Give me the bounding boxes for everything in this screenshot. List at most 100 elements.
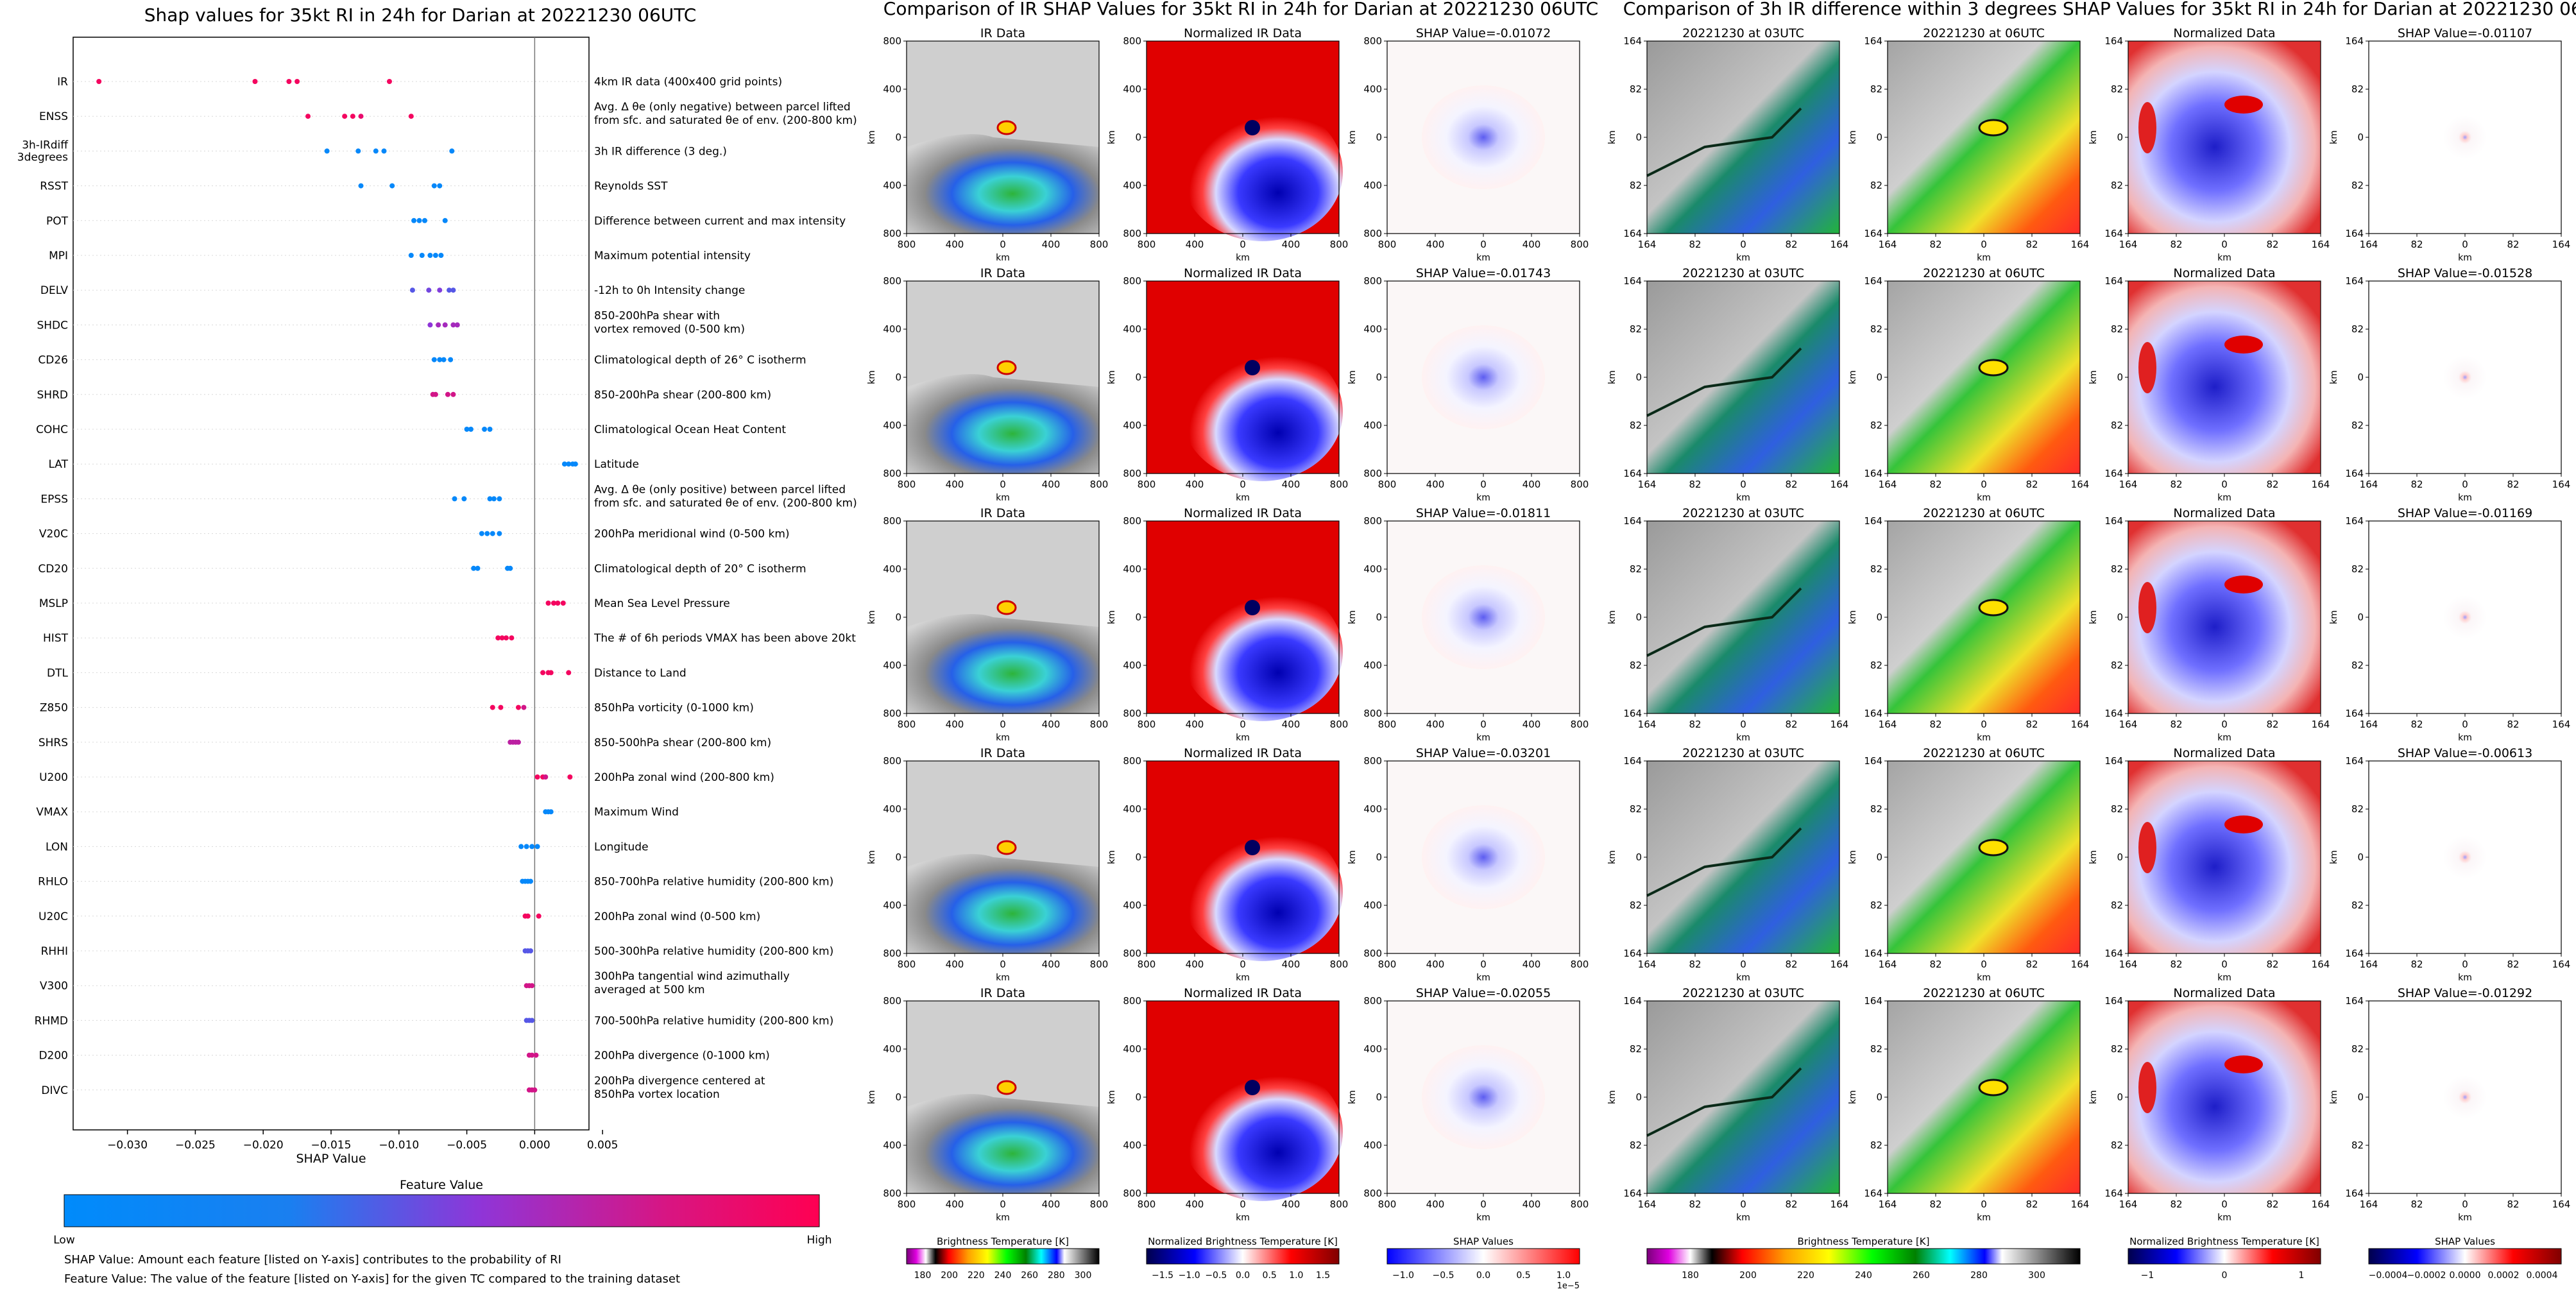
shap-point [515,704,521,710]
feature-name: U200 [39,771,68,784]
shap-point [525,913,531,919]
x-tick-label: 400 [946,719,964,730]
diff-colorbar: Normalized Brightness Temperature [K] −1 0… [2128,1236,2321,1281]
shap-point [524,844,529,849]
note-shap-value: SHAP Value: Amount each feature [listed … [64,1253,561,1267]
shap-point [497,531,502,536]
x-tick-label: 164 [2360,959,2378,970]
diff-normalized-image [2128,41,2321,234]
diff-subplot: Normalized Data1641648282008282164164kmk… [2088,986,2330,1223]
shap-point [567,774,573,780]
shap-point [442,218,448,223]
subplot-title: 20221230 at 03UTC [1682,26,1804,40]
colorbar-tick-label: 280 [1970,1270,1988,1281]
shap-point [437,357,443,363]
subplot-title: 20221230 at 03UTC [1682,986,1804,1000]
feature-description: Longitude [594,841,649,853]
x-tick-label: 0 [2462,479,2468,490]
shap-blob [1422,325,1545,429]
subplot-title: IR Data [980,506,1025,520]
diff-image-06utc [1888,521,2080,713]
diff-subplot: Normalized Data1641648282008282164164kmk… [2088,266,2330,503]
diff-subplot: 20221230 at 06UTC1641648282008282164164k… [1848,26,2089,263]
subplot-title: 20221230 at 03UTC [1682,746,1804,760]
feature-row: POT Difference between current and max in… [46,215,846,228]
feature-description: 300hPa tangential wind azimuthally [594,970,790,983]
feature-description: Climatological depth of 20° C isotherm [594,563,806,576]
diff-core [1978,839,2009,857]
y-tick-label: 82 [2351,323,2364,335]
shap-point [449,148,455,154]
shap-point [432,253,438,258]
x-tick-label: 0 [1240,719,1246,730]
y-tick-label: 800 [1363,228,1382,239]
x-tick-label: 400 [1282,959,1301,970]
shap-point [490,531,495,536]
feature-description: 3h IR difference (3 deg.) [594,145,727,158]
diff-subplot: 20221230 at 03UTC1641648282008282164164k… [1607,26,1848,263]
cloud-edge-line [1646,107,1802,177]
diff-colorbar: Brightness Temperature [K] 180 200 220 240 26… [1646,1236,2081,1281]
y-axis-label: km [1607,370,1617,384]
x-tick-label: 82 [1929,1199,1941,1210]
feature-name: Z850 [40,702,68,715]
y-tick-label: 800 [1363,275,1382,287]
diff-subplot: SHAP Value=-0.01169164164828200828216416… [2329,506,2570,743]
feature-description: 850-200hPa shear with [594,309,720,322]
shap-point [252,79,258,84]
y-tick-label: 800 [883,1188,901,1199]
feature-description: 4km IR data (400x400 grid points) [594,76,782,89]
x-tick-label: 82 [1689,959,1701,970]
colorbar-label: SHAP Values [2435,1236,2495,1247]
y-tick-label: 82 [2111,420,2123,431]
x-tick-label: 800 [1138,1199,1156,1210]
x-axis-label: km [2458,973,2472,983]
y-tick-label: 82 [1870,323,1882,335]
feature-name: DIVC [41,1084,68,1097]
y-tick-label: 0 [2357,851,2364,863]
y-tick-label: 82 [1870,180,1882,191]
x-tick-label: 164 [1879,479,1897,490]
x-axis-label: km [1236,733,1250,743]
x-tick-label: 82 [1689,239,1701,250]
y-tick-label: 400 [883,1140,901,1151]
y-tick-label: 82 [2351,660,2364,671]
x-tick-label: 800 [1138,719,1156,730]
colorbar-tick-label: −0.0002 [2407,1270,2446,1281]
x-tick-label: 400 [1282,1199,1301,1210]
y-tick-label: 0 [1135,851,1141,863]
feature-value-colorbar [64,1194,820,1227]
ir-subplot: Normalized IR Data8008004004000040040080… [1107,26,1348,263]
diff-subplot: 20221230 at 03UTC1641648282008282164164k… [1607,746,1848,983]
x-tick-label: 400 [1426,959,1445,970]
x-axis-label: km [2217,1213,2231,1223]
x-tick-label: 0 [1981,479,1987,490]
x-tick-label: −0.020 [243,1139,284,1152]
feature-name: RHHI [41,945,68,958]
y-tick-label: 0 [1635,851,1642,863]
feature-description: from sfc. and saturated θe of env. (200-… [594,497,857,509]
colorbar-tick-label: 300 [2028,1270,2045,1281]
x-tick-label: 82 [2507,1199,2519,1210]
y-axis-label: km [1107,850,1117,864]
feature-name: SHRS [38,737,68,749]
colorbar-tick-label: −1 [2141,1270,2154,1281]
x-tick-label: 82 [1689,479,1701,490]
x-tick-label: 164 [2071,959,2090,970]
shap-point [468,427,473,432]
feature-description: Difference between current and max inten… [594,215,846,228]
diff-core [1978,359,2009,377]
x-axis-label: km [2458,733,2472,743]
x-tick-label: 400 [1426,719,1445,730]
y-axis-label: km [1848,850,1858,864]
diff-subplot: Normalized Data1641648282008282164164kmk… [2088,506,2330,743]
y-tick-label: 82 [2111,563,2123,575]
shap-point [305,114,311,119]
shap-point [534,844,540,849]
x-tick-label: 800 [1090,1199,1109,1210]
feature-name: MPI [49,250,68,262]
feature-name: CD26 [38,354,68,367]
feature-row: Z850 850hPa vorticity (0-1000 km) [40,702,754,715]
